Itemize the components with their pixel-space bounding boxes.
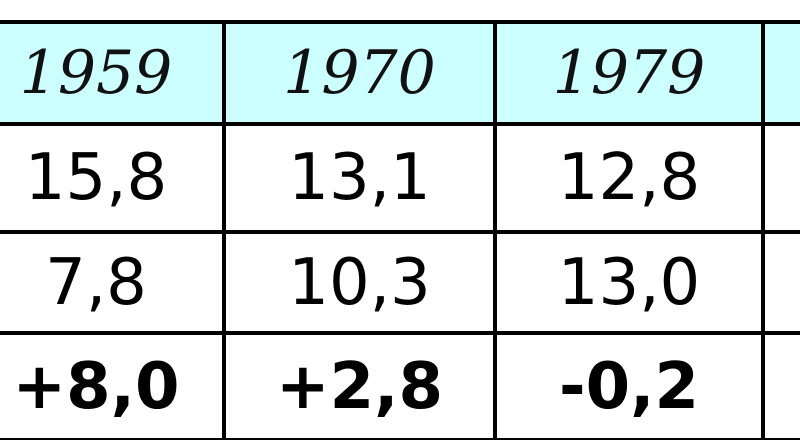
table-cell-cropped — [765, 234, 800, 331]
table-cell: 7,8 — [0, 234, 222, 331]
table-cell-cropped — [765, 335, 800, 438]
data-table: 1959 1970 1979 15,8 13,1 12,8 7,8 10,3 1… — [0, 20, 800, 440]
table-cell: 15,8 — [0, 126, 222, 230]
table-cell: 12,8 — [497, 126, 761, 230]
table-cell-difference: +2,8 — [226, 335, 493, 438]
table-cell: 13,0 — [497, 234, 761, 331]
header-cell-1959: 1959 — [0, 24, 222, 122]
table-cell: 10,3 — [226, 234, 493, 331]
table-cell-difference: +8,0 — [0, 335, 222, 438]
header-cell-cropped — [765, 24, 800, 122]
table-cell-difference: -0,2 — [497, 335, 761, 438]
cropped-header-fragment: ʹ — [40, 0, 54, 30]
header-cell-1979: 1979 — [497, 24, 761, 122]
table-cell: 13,1 — [226, 126, 493, 230]
header-cell-1970: 1970 — [226, 24, 493, 122]
table-cell-cropped — [765, 126, 800, 230]
